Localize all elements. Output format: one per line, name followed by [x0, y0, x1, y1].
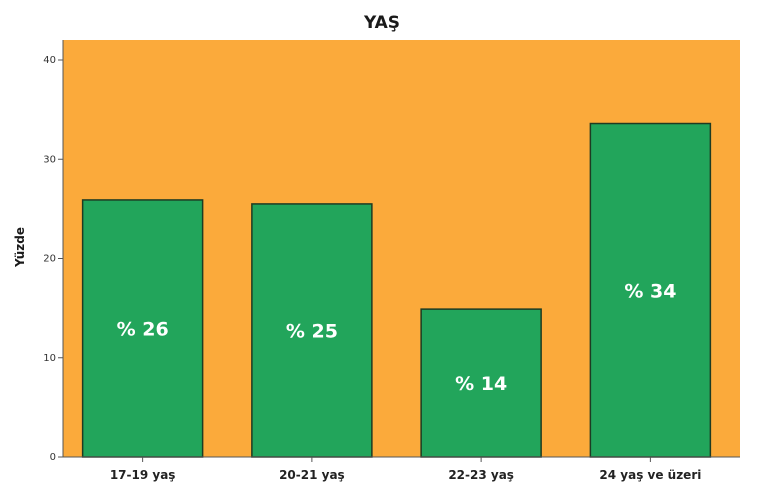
- bar: [589, 122, 712, 458]
- y-tick-label: 20: [43, 254, 56, 265]
- chart-title: YAŞ: [363, 13, 400, 33]
- bar: [251, 203, 373, 458]
- y-tick-label: 0: [50, 452, 56, 463]
- x-tick-label: 24 yaş ve üzeri: [599, 468, 701, 482]
- bar-data-label: % 26: [117, 318, 169, 340]
- x-tick-label: 22-23 yaş: [448, 468, 514, 482]
- x-tick-label: 20-21 yaş: [279, 468, 345, 482]
- y-axis: 0 10 20 30 40: [43, 40, 64, 463]
- y-tick-label: 10: [43, 353, 56, 364]
- bar: [81, 199, 204, 458]
- bar: [420, 308, 542, 458]
- x-axis-ticks: 17-19 yaş 20-21 yaş 22-23 yaş 24 yaş ve üze…: [63, 456, 740, 482]
- bar-data-label: % 14: [455, 373, 507, 395]
- bar-data-label: % 25: [286, 320, 338, 342]
- x-tick-label: 17-19 yaş: [110, 468, 176, 482]
- bar-data-label: % 34: [624, 280, 676, 302]
- y-tick-label: 40: [43, 55, 56, 66]
- bars: % 26 % 25 % 14 % 34: [81, 122, 712, 458]
- y-axis-label: Yüzde: [13, 227, 27, 268]
- y-tick-label: 30: [43, 154, 56, 165]
